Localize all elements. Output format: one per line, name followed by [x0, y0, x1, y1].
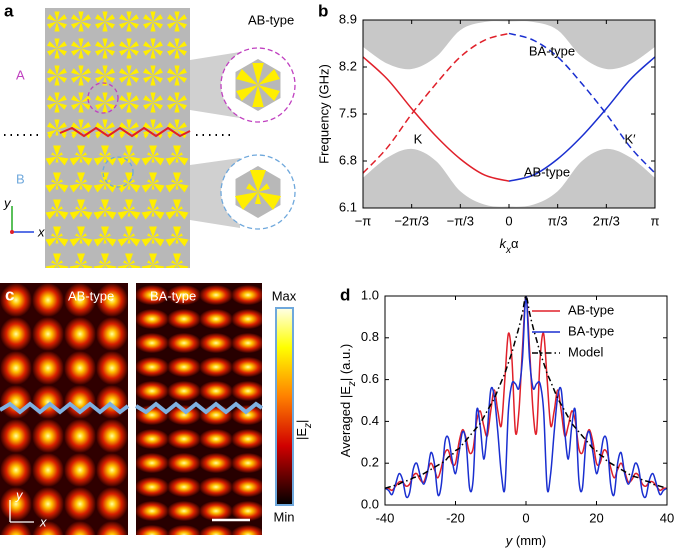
- x-tick-label: −π/3: [447, 213, 474, 228]
- axis-label: x: [37, 224, 45, 239]
- axis-label: y: [3, 195, 12, 210]
- label-part: (mm): [512, 533, 546, 548]
- plot-area: [363, 20, 655, 208]
- x-tick-label: 40: [660, 510, 674, 525]
- panel-letter: d: [340, 285, 350, 304]
- axis-label: x: [39, 514, 47, 529]
- x-tick-label: 0: [522, 510, 529, 525]
- label-part: Averaged |E: [338, 386, 353, 457]
- label-part: α: [511, 236, 519, 251]
- y-tick-label: 0.6: [361, 371, 379, 386]
- label-part: x: [505, 245, 512, 256]
- annotation: K: [414, 131, 423, 146]
- domain-wall: [59, 126, 191, 138]
- x-tick-label: −2π/3: [394, 213, 429, 228]
- y-axis-label: Frequency (GHz): [316, 64, 331, 164]
- y-tick-label: 1.0: [361, 287, 379, 302]
- y-tick-label: 8.9: [339, 11, 357, 26]
- unit-highlight: [87, 82, 119, 114]
- panel-c: c AB-type BA-type y x Max Min |Ez|: [0, 283, 314, 535]
- legend-label: Model: [568, 344, 604, 359]
- label-part: |E: [294, 428, 309, 440]
- panel-a: a AB-type A B y x: [3, 1, 296, 268]
- series-line: [363, 32, 510, 174]
- region-label: B: [16, 171, 25, 186]
- x-tick-label: 0: [505, 213, 512, 228]
- image-label: BA-type: [150, 288, 196, 303]
- series-line: [363, 56, 510, 182]
- annotation: AB-type: [524, 164, 570, 179]
- colorbar: [275, 307, 294, 506]
- panel-letter: b: [318, 1, 328, 20]
- series-line: [385, 296, 667, 492]
- colorbar-max: Max: [272, 288, 297, 303]
- axis-label: y: [15, 487, 24, 502]
- x-tick-label: -40: [376, 510, 395, 525]
- colorbar-min: Min: [274, 509, 295, 524]
- axis-origin: [10, 230, 14, 234]
- x-tick-label: −π: [355, 213, 372, 228]
- label-part: z: [347, 381, 358, 387]
- y-tick-label: 6.8: [339, 152, 357, 167]
- x-tick-label: -20: [446, 510, 465, 525]
- series-line: [508, 32, 655, 174]
- series-line: [385, 296, 667, 499]
- y-tick-label: 0.4: [361, 413, 379, 428]
- panel-title: AB-type: [248, 12, 294, 27]
- label-part: y: [505, 533, 514, 548]
- band: [363, 148, 655, 208]
- label-part: k: [499, 236, 507, 251]
- lattice-a: [45, 8, 190, 135]
- y-tick-label: 0.2: [361, 455, 379, 470]
- annotation: K′: [624, 131, 636, 146]
- y-tick-label: 8.2: [339, 58, 357, 73]
- region-label: A: [16, 67, 25, 82]
- lattice-b: [45, 135, 190, 268]
- image-label: AB-type: [68, 288, 114, 303]
- label-part: |: [294, 420, 309, 423]
- y-tick-label: 0.8: [361, 329, 379, 344]
- unit-highlight: [102, 156, 134, 188]
- x-axis-label: kxα: [499, 236, 519, 256]
- series-line: [385, 296, 667, 489]
- domain-wall: [0, 401, 130, 415]
- label-part: z: [303, 423, 314, 429]
- series-line: [508, 56, 655, 182]
- band: [363, 20, 655, 70]
- y-tick-label: 6.1: [339, 199, 357, 214]
- x-tick-label: π/3: [548, 213, 568, 228]
- x-tick-label: 2π/3: [593, 213, 620, 228]
- x-tick-label: π: [651, 213, 660, 228]
- panel-letter: a: [4, 1, 14, 20]
- domain-wall: [134, 401, 264, 415]
- legend-label: AB-type: [568, 302, 614, 317]
- colorbar-label: |Ez|: [294, 420, 314, 440]
- annotation: BA-type: [529, 43, 575, 58]
- label-part: | (a.u.): [338, 344, 353, 381]
- y-tick-label: 7.5: [339, 105, 357, 120]
- legend-label: BA-type: [568, 323, 614, 338]
- x-tick-label: 20: [589, 510, 603, 525]
- plot-area: [385, 296, 667, 499]
- y-tick-label: 0.0: [361, 496, 379, 511]
- x-axis-label: y (mm): [505, 533, 546, 548]
- y-axis-label: Averaged |Ez| (a.u.): [338, 344, 358, 457]
- panel-letter: c: [5, 285, 14, 304]
